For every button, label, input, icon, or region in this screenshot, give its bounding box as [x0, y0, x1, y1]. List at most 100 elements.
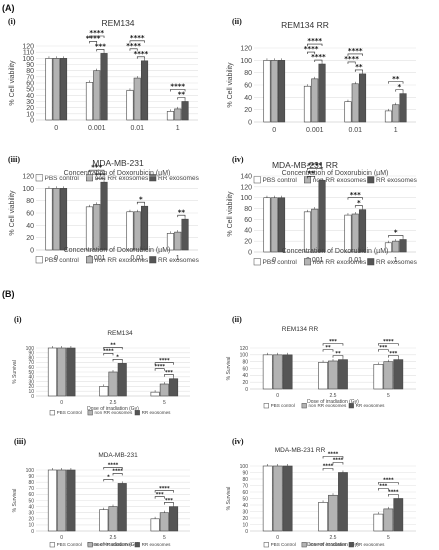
- bar-a1-s2-c2: [140, 60, 149, 121]
- y-tick-label: 100: [26, 346, 35, 352]
- x-tick-label: 0: [60, 400, 63, 406]
- bracket-line: [395, 89, 404, 92]
- significance-label: ***: [379, 345, 387, 351]
- y-axis-label: % Cell viability: [9, 60, 16, 106]
- bar-a4-s1-c0: [270, 197, 278, 253]
- legend-swatch: [253, 258, 261, 266]
- significance-label: **: [178, 91, 186, 99]
- legend-label: PBS control: [271, 403, 295, 408]
- bracket-line: [388, 494, 399, 497]
- bar-a4-s1-c3: [392, 240, 400, 253]
- significance-bracket: *: [395, 83, 404, 92]
- y-axis-label: % Cell viability: [227, 62, 234, 108]
- bar-b2-s2-c1: [338, 359, 348, 390]
- y-tick-label: 30: [28, 510, 34, 516]
- legend-label: non RR exosomes: [313, 177, 367, 184]
- significance-bracket: ***: [164, 498, 174, 505]
- y-tick-label: 100: [22, 186, 34, 193]
- bracket-line: [354, 205, 363, 208]
- bar-b4-s1-c2: [383, 508, 394, 532]
- chart-title: MDA-MB-231 RR: [275, 447, 326, 454]
- bar-a4-s0-c2: [344, 214, 352, 253]
- chart-a4: (iv) MDA-MB-231 RR 0 20 40 60 80 100 120 140 % Cel…: [227, 155, 418, 266]
- bar-b1-s2-c2: [169, 378, 179, 397]
- x-tick-label: 0.001: [88, 255, 106, 262]
- bracket-line: [170, 89, 186, 92]
- significance-bracket: ***: [164, 370, 174, 377]
- x-tick-label: 0: [276, 393, 279, 399]
- bracket-line: [307, 168, 323, 171]
- panel-label: (iii): [14, 437, 26, 446]
- bracket-line: [164, 502, 174, 505]
- x-tick-label: 0: [276, 535, 279, 541]
- bracket-line: [154, 490, 174, 493]
- significance-bracket: **: [177, 91, 186, 100]
- significance-bracket: ****: [332, 458, 344, 465]
- y-tick-label: 40: [244, 228, 252, 235]
- bracket-line: [347, 197, 363, 200]
- significance-label: ****: [159, 358, 170, 364]
- bar-a1-s1-c3: [174, 108, 182, 121]
- bar-a4-s2-c1: [318, 180, 326, 253]
- legend-label: PBS Control: [57, 410, 82, 415]
- legend: PBS control non RR exosomes RR exosomes: [253, 176, 418, 184]
- significance-label: ***: [389, 351, 397, 357]
- bar-b4-s0-c1: [318, 502, 328, 532]
- bracket-line: [347, 61, 356, 64]
- y-tick-label: 140: [240, 173, 252, 180]
- significance-label: ****: [112, 469, 123, 475]
- legend: PBS control non RR exosomes RR exosomes: [35, 256, 200, 264]
- y-tick-label: 60: [26, 210, 34, 217]
- y-tick-label: 80: [244, 206, 252, 213]
- x-tick-label: 0.01: [130, 125, 144, 132]
- significance-bracket: ****: [388, 490, 399, 497]
- y-tick-label: 120: [240, 184, 252, 191]
- bar-a4-s1-c1: [311, 208, 319, 253]
- significance-bracket: ****: [103, 349, 114, 356]
- bracket-line: [177, 214, 186, 218]
- legend: PBS control non RR exosomes RR exosomes: [35, 174, 200, 182]
- y-tick-label: 120: [240, 346, 249, 352]
- significance-bracket: ****: [378, 478, 399, 485]
- x-axis-label: Dose of irradiation (Gy): [307, 542, 359, 548]
- bracket-line: [307, 51, 316, 55]
- x-axis-label: Dose of irradiation (Gy): [87, 542, 139, 548]
- significance-bracket: ***: [347, 191, 363, 200]
- panel-label: (i): [14, 315, 22, 324]
- significance-label: **: [325, 345, 331, 351]
- panel-label: (i): [8, 17, 16, 26]
- bar-a2-s0-c2: [344, 101, 352, 123]
- bracket-line: [164, 374, 174, 377]
- bracket-line: [388, 355, 399, 358]
- significance-label: ****: [307, 162, 322, 170]
- x-axis-label: Dose of irradiation (Gy): [87, 406, 139, 412]
- x-tick-label: 1: [176, 125, 180, 132]
- significance-label: *: [116, 355, 119, 361]
- legend-label: RR exosomes: [356, 403, 386, 408]
- significance-bracket: *: [103, 475, 114, 482]
- y-tick-label: 20: [244, 107, 252, 114]
- legend-label: RR exosomes: [142, 410, 172, 415]
- y-tick-label: 10: [242, 522, 248, 528]
- y-tick-label: 40: [242, 503, 248, 509]
- x-tick-label: 1: [394, 257, 398, 264]
- y-tick-label: 70: [28, 486, 34, 492]
- y-tick-label: 20: [242, 516, 248, 522]
- x-tick-label: 0.001: [306, 127, 324, 134]
- significance-label: ***: [95, 171, 106, 179]
- legend: PBS Control non RR exosomes RR exosomes: [49, 410, 172, 416]
- bar-a1-s1-c1: [93, 70, 101, 121]
- bar-b4-s2-c1: [338, 472, 348, 532]
- bar-b1-s1-c2: [159, 383, 169, 397]
- significance-label: *: [398, 83, 402, 91]
- bracket-line: [322, 343, 344, 346]
- bar-a3-s0-c1: [85, 206, 94, 251]
- y-tick-label: 0: [245, 387, 248, 393]
- y-tick-label: 80: [26, 198, 34, 205]
- y-tick-label: 0: [31, 394, 34, 400]
- significance-label: ****: [154, 364, 165, 370]
- y-tick-label: 90: [242, 470, 248, 476]
- bar-b3-s2-c1: [117, 483, 127, 532]
- legend-swatch: [301, 403, 307, 409]
